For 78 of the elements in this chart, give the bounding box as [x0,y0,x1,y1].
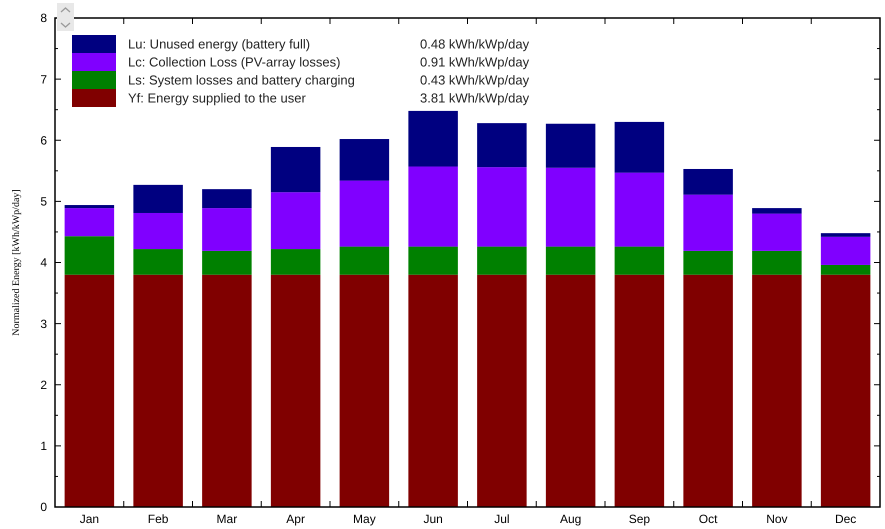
bar [477,123,527,168]
bar [614,122,664,173]
bar [820,233,870,237]
bar [752,214,802,251]
bar [546,274,596,507]
bar [408,110,458,167]
bar [133,249,183,275]
bar [820,236,870,265]
bar [202,189,252,208]
bar [546,124,596,168]
x-tick-label: Feb [148,512,169,526]
bar [614,246,664,275]
annotation: 3.81 kWh/kWp/day [420,90,530,106]
bar [64,274,114,507]
bar [64,208,114,236]
bar [270,146,320,192]
bar [270,249,320,275]
bar [133,274,183,507]
bar [820,274,870,507]
bar [477,274,527,507]
y-tick-label: 5 [40,194,48,209]
bar [820,264,870,275]
y-tick-label: 2 [40,378,48,392]
bar [340,274,390,507]
y-tick-label: 0 [40,500,48,514]
bar [614,274,664,507]
bar [752,274,802,507]
bar [133,184,183,213]
bar [340,246,390,275]
y-tick-label: 6 [40,133,48,148]
y-tick-label: 7 [40,72,48,86]
bar [202,208,252,251]
x-tick-label: Apr [286,512,305,526]
bar [546,168,596,247]
x-tick-label: May [353,512,376,526]
x-tick-label: Sep [628,512,650,526]
legend-label: Ls: System losses and battery charging [128,72,355,88]
x-tick-label: Nov [766,512,788,526]
legend-label: Lu: Unused energy (battery full) [128,36,310,52]
y-tick-label: 8 [40,11,48,26]
bar [614,172,664,247]
legend-label: Yf: Energy supplied to the user [128,90,306,106]
y-axis-title: Normalized Energy [kWh/kWp/day] [11,189,22,336]
bar [683,274,733,507]
bar [270,274,320,507]
x-tick-label: Jun [423,512,443,526]
x-tick-label: Aug [560,512,582,526]
bar [64,205,114,208]
y-tick-label: 4 [40,256,48,270]
bar [752,208,802,214]
bar [408,166,458,247]
bar [64,236,114,275]
x-tick-label: Jul [494,512,510,526]
bar [546,246,596,275]
y-tick-label: 3 [40,316,48,331]
y-tick-label: 1 [40,439,48,454]
bar [408,246,458,275]
bar [752,250,802,275]
bar [270,192,320,250]
bar [340,180,390,247]
x-tick-label: Oct [698,512,718,526]
bar [202,250,252,275]
bar [477,246,527,275]
annotation: 0.43 kWh/kWp/day [420,72,530,88]
legend-label: Lc: Collection Loss (PV-array losses) [128,54,340,70]
x-tick-label: Dec [834,512,856,526]
bar [477,167,527,247]
bar [340,139,390,181]
annotation: 0.48 kWh/kWp/day [420,36,530,52]
bar [202,274,252,507]
bar [408,274,458,507]
bar [683,168,733,195]
bar [133,212,183,250]
x-tick-label: Mar [216,512,238,526]
x-tick-label: Jan [80,512,100,526]
bar [683,194,733,251]
bar [683,250,733,275]
annotation: 0.91 kWh/kWp/day [420,54,530,70]
